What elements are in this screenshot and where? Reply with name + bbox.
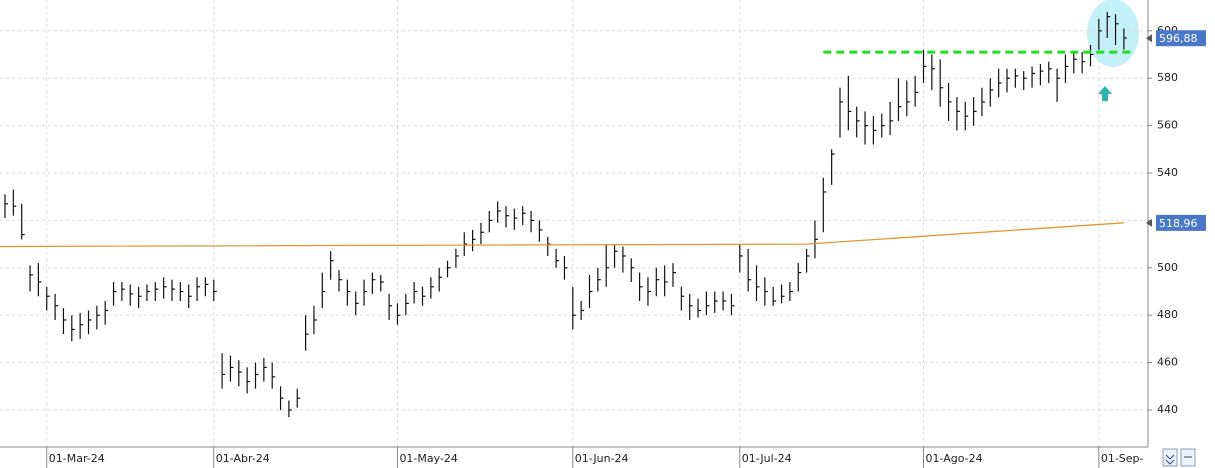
highlight-circle <box>1087 0 1139 67</box>
x-tick-label: 01-May-24 <box>399 452 457 465</box>
x-tick-label: 01-Ago-24 <box>926 452 983 465</box>
x-tick-label: 01-Jul-24 <box>742 452 792 465</box>
x-tick-label: 01-Jun-24 <box>575 452 629 465</box>
price-tag-label: 518,96 <box>1159 217 1198 230</box>
scroll-button[interactable] <box>1162 448 1178 467</box>
price-tag-label: 596,88 <box>1159 32 1198 45</box>
up-arrow <box>1098 86 1112 101</box>
y-tick-label: 500 <box>1157 261 1178 274</box>
y-tick-label: 440 <box>1157 403 1178 416</box>
price-tag <box>1156 30 1206 47</box>
marks <box>0 11 1133 418</box>
price-tag-pointer <box>1146 34 1152 43</box>
x-tick-label: 01-Abr-24 <box>216 452 270 465</box>
x-tick-label: 01-Mar-24 <box>49 452 105 465</box>
y-tick-label: 540 <box>1157 166 1178 179</box>
plot-area <box>0 0 1148 447</box>
x-tick-label: 01-Sep- <box>1101 452 1144 465</box>
price-tag <box>1156 214 1206 231</box>
y-tick-label: 460 <box>1157 356 1178 369</box>
y-tick-label: 480 <box>1157 308 1178 321</box>
scroll-icon <box>1165 454 1175 465</box>
y-tick-label: 580 <box>1157 71 1178 84</box>
moving-average <box>0 222 1124 248</box>
y-tick-label: 560 <box>1157 119 1178 132</box>
axes: 44046048050052054056058060001-Mar-2401-A… <box>46 24 1206 468</box>
price-tag-pointer <box>1146 218 1152 227</box>
